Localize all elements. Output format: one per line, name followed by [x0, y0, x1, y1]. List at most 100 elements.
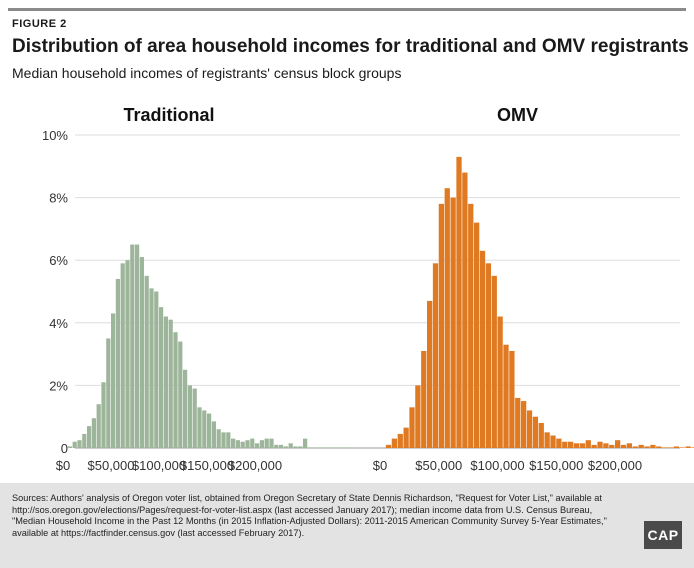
y-tick-label: 4% — [49, 316, 68, 331]
histogram-bar — [497, 316, 503, 448]
histogram-bar — [135, 244, 140, 448]
y-tick-label: 8% — [49, 191, 68, 206]
histogram-bar — [327, 447, 332, 448]
histogram-bar — [159, 307, 164, 448]
histogram-bar — [264, 438, 269, 448]
histogram-bar — [216, 429, 221, 448]
histogram-bar — [173, 332, 178, 448]
histogram-bar — [650, 444, 656, 448]
histogram-bar — [438, 203, 445, 448]
histogram-bar — [662, 447, 668, 448]
histogram-bar — [341, 447, 346, 448]
histogram-bar — [638, 444, 644, 448]
histogram-chart: 02%4%6%8%10%Traditional$0 $50,000$100,000… — [42, 105, 694, 473]
histogram-bar — [509, 350, 515, 448]
histogram-bar — [432, 263, 439, 448]
histogram-bar — [250, 438, 255, 448]
y-tick-label: 6% — [49, 253, 68, 268]
histogram-bar — [544, 432, 550, 448]
histogram-bar — [231, 438, 236, 448]
histogram-bar — [115, 278, 120, 448]
histogram-bar — [240, 441, 245, 448]
histogram-bar — [187, 385, 192, 448]
histogram-bar — [532, 416, 539, 448]
x-tick-label: $50,000 — [415, 458, 462, 473]
x-tick-label: $0 — [373, 458, 387, 473]
chart-subtitle: Median household incomes of registrants'… — [12, 65, 402, 81]
histogram-bar — [77, 440, 82, 448]
histogram-bar — [259, 440, 264, 448]
histogram-bar — [397, 433, 403, 448]
histogram-bar — [331, 447, 336, 448]
histogram-bar — [82, 433, 87, 448]
histogram-bar — [235, 440, 240, 448]
histogram-bar — [685, 446, 691, 448]
histogram-bar — [585, 440, 591, 448]
histogram-bar — [317, 447, 322, 448]
histogram-bar — [491, 275, 497, 448]
histogram-bar — [226, 432, 231, 448]
histogram-bar — [526, 410, 533, 448]
histogram-bar — [468, 203, 474, 448]
histogram-bar — [279, 444, 284, 448]
histogram-bar — [288, 443, 293, 448]
footer: Sources: Authors' analysis of Oregon vot… — [0, 483, 694, 568]
x-tick-label: $100,000 — [470, 458, 524, 473]
histogram-bar — [474, 222, 480, 448]
histogram-bar — [72, 441, 77, 448]
y-tick-label: 10% — [42, 128, 68, 143]
histogram-bar — [485, 263, 492, 448]
histogram-bar — [255, 443, 260, 448]
histogram-bar — [538, 422, 544, 448]
histogram-bar — [221, 432, 226, 448]
histogram-bar — [421, 350, 427, 448]
histogram-bar — [312, 447, 317, 448]
histogram-bar — [67, 446, 72, 448]
histogram-bar — [183, 369, 188, 448]
histogram-bar — [409, 407, 415, 448]
histogram-bar — [550, 435, 556, 448]
histogram-bar — [125, 260, 130, 448]
histogram-bar — [91, 418, 96, 448]
histogram-bar — [106, 338, 111, 448]
histogram-bar — [620, 444, 627, 448]
histogram-bar — [197, 407, 202, 448]
histogram-bar — [163, 316, 168, 448]
x-tick-label: $150,000 — [529, 458, 583, 473]
histogram-bar — [149, 288, 154, 448]
histogram-bar — [307, 447, 312, 448]
histogram-bar — [667, 447, 674, 448]
histogram-bar — [515, 397, 521, 448]
histogram-bar — [626, 443, 633, 448]
x-tick-label: $0 — [56, 458, 70, 473]
histogram-bar — [403, 427, 409, 448]
histogram-bar — [573, 443, 580, 448]
histogram-bar — [579, 443, 586, 448]
histogram-bar — [192, 388, 197, 448]
histogram-bar — [521, 401, 527, 448]
histogram-bar — [346, 447, 351, 448]
histogram-bar — [202, 410, 207, 448]
histogram-bar — [322, 447, 327, 448]
histogram-bar — [269, 438, 274, 448]
x-tick-label: $200,000 — [588, 458, 642, 473]
x-tick-label: $200,000 — [228, 458, 282, 473]
histogram-bar — [178, 341, 183, 448]
histogram-bar — [597, 441, 603, 448]
histogram-bar — [503, 344, 509, 448]
histogram-bar — [120, 263, 125, 448]
y-tick-label: 2% — [49, 378, 68, 393]
sources-note: Sources: Authors' analysis of Oregon vot… — [12, 493, 607, 538]
panel-title: OMV — [497, 105, 538, 125]
histogram-bar — [632, 446, 638, 448]
histogram-bar — [679, 447, 685, 448]
histogram-bar — [211, 421, 216, 448]
histogram-bar — [562, 441, 568, 448]
histogram-bar — [385, 444, 392, 448]
y-tick-label: 0 — [61, 441, 68, 456]
histogram-bar — [96, 404, 101, 448]
histogram-bar — [144, 275, 149, 448]
histogram-bar — [101, 382, 106, 448]
histogram-bar — [207, 413, 212, 448]
histogram-bar — [603, 443, 609, 448]
